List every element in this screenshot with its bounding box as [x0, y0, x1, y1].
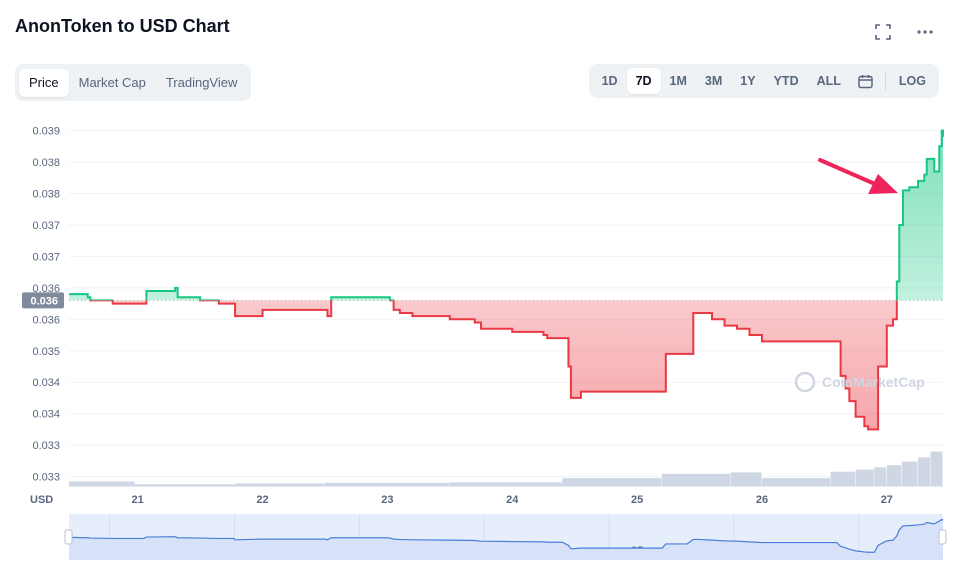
y-tick-label: 0.036 — [32, 314, 60, 326]
area-below-reference — [112, 300, 897, 430]
annotation-arrow — [818, 158, 898, 194]
calendar-icon[interactable] — [850, 68, 881, 94]
volume-bar — [324, 482, 450, 486]
watermark: CoinMarketCap — [794, 371, 925, 393]
y-tick-label: 0.039 — [32, 126, 60, 138]
page-title: AnonToken to USD Chart — [15, 16, 230, 36]
volume-bar — [69, 481, 135, 486]
x-tick-label: 21 — [132, 494, 144, 506]
range-tabs: 1D 7D 1M 3M 1Y YTD ALL LOG — [588, 64, 939, 98]
y-axis-labels: 0.0390.0380.0380.0370.0370.0360.0360.035… — [32, 126, 60, 484]
volume-bar — [874, 467, 887, 486]
volume-bar — [855, 469, 874, 486]
volume-bar — [730, 472, 762, 486]
volume-bar — [235, 483, 325, 486]
navigator-handle-left[interactable] — [64, 529, 73, 545]
tab-tradingview[interactable]: TradingView — [165, 74, 238, 90]
range-7d[interactable]: 7D — [626, 68, 661, 94]
range-divider — [884, 72, 886, 90]
reference-label: 0.036 — [30, 295, 58, 307]
x-tick-label: 23 — [381, 494, 393, 506]
range-1y[interactable]: 1Y — [740, 74, 756, 88]
navigator-area — [69, 519, 943, 560]
area-above-reference — [69, 130, 943, 301]
y-tick-label: 0.038 — [32, 188, 60, 200]
x-tick-label: 24 — [506, 494, 519, 506]
range-1m[interactable]: 1M — [669, 74, 687, 88]
volume-bar — [886, 465, 902, 486]
reference-badge — [22, 292, 64, 309]
volume-bar — [918, 457, 931, 486]
calendar-icon-glyph — [858, 74, 873, 88]
arrow-head — [868, 174, 898, 194]
range-ytd[interactable]: YTD — [773, 74, 799, 88]
watermark-text: CoinMarketCap — [822, 374, 925, 390]
navigator-line — [68, 518, 944, 553]
view-tabs: Price Market Cap TradingView — [15, 64, 252, 101]
currency-label: USD — [30, 494, 53, 506]
arrow-shaft — [818, 158, 877, 186]
volume-bars — [69, 451, 943, 486]
tab-price[interactable]: Price — [19, 68, 69, 97]
y-tick-label: 0.036 — [32, 283, 60, 295]
price-line-up — [69, 129, 944, 301]
coinmarketcap-logo-icon — [794, 371, 816, 393]
fullscreen-icon-glyph — [875, 24, 891, 40]
y-tick-label: 0.037 — [32, 220, 60, 232]
volume-bar — [562, 478, 662, 486]
more-dots-icon-glyph — [917, 30, 933, 34]
volume-bar — [662, 473, 731, 486]
volume-bar — [449, 482, 562, 486]
price-line — [69, 129, 944, 431]
y-tick-label: 0.038 — [32, 157, 60, 169]
y-tick-label: 0.037 — [32, 251, 60, 263]
reference-price-marker: 0.036 — [22, 292, 943, 309]
y-tick-label: 0.033 — [32, 472, 60, 484]
y-tick-label: 0.035 — [32, 346, 60, 358]
volume-bar — [901, 461, 918, 486]
x-tick-label: 27 — [881, 494, 893, 506]
y-tick-label: 0.034 — [32, 377, 60, 389]
navigator-handle-right[interactable] — [938, 529, 947, 545]
volume-bar — [930, 451, 943, 486]
range-3m[interactable]: 3M — [704, 74, 723, 88]
x-tick-label: 22 — [256, 494, 268, 506]
fullscreen-icon[interactable] — [873, 22, 893, 42]
volume-bar — [761, 478, 831, 486]
x-tick-label: 25 — [631, 494, 643, 506]
range-1d[interactable]: 1D — [601, 74, 618, 88]
tab-market-cap[interactable]: Market Cap — [78, 74, 146, 90]
volume-bar — [135, 484, 235, 486]
x-axis-labels: USD 21 22 23 24 25 26 27 — [30, 494, 893, 506]
price-line-down — [89, 300, 898, 431]
more-dots-icon[interactable] — [915, 22, 935, 42]
y-tick-label: 0.033 — [32, 440, 60, 452]
x-tick-label: 26 — [756, 494, 768, 506]
log-toggle[interactable]: LOG — [898, 74, 926, 88]
range-all[interactable]: ALL — [816, 74, 841, 88]
price-areas — [69, 130, 943, 430]
chart-toolbar-icons — [873, 22, 935, 42]
y-tick-label: 0.034 — [32, 409, 60, 421]
volume-bar — [830, 471, 856, 486]
